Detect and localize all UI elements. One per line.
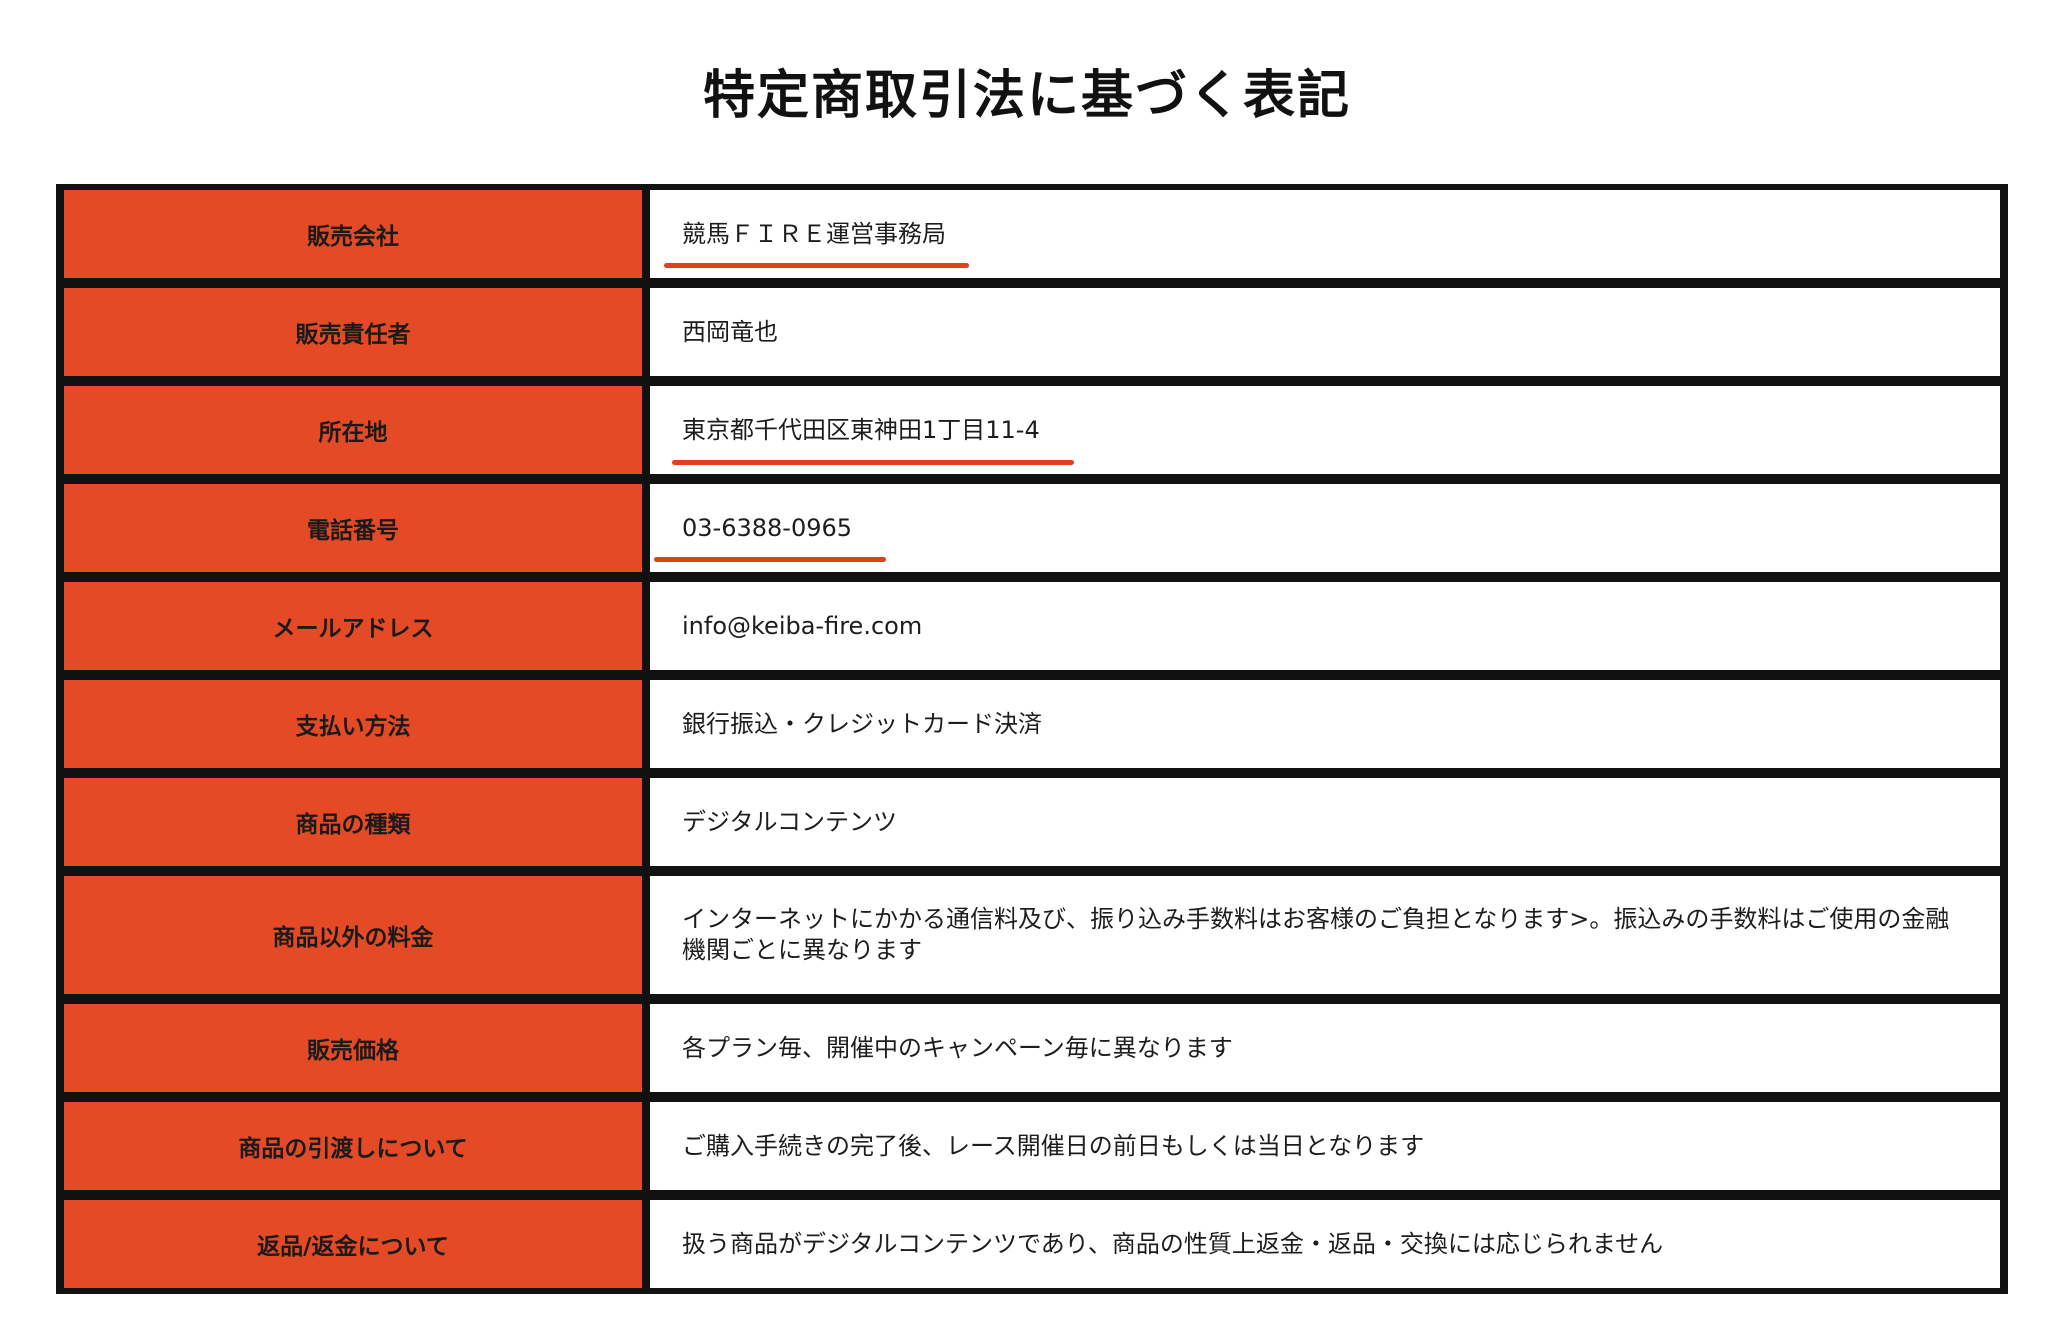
row-value-phone: 03-6388-0965 [650,484,2008,572]
row-value-extra-fees: インターネットにかかる通信料及び、振り込み手数料はお客様のご負担となります>。振… [650,876,2008,994]
row-label-price: 販売価格 [56,1004,650,1092]
table-row: 商品の引渡しについて ご購入手続きの完了後、レース開催日の前日もしくは当日となり… [56,1102,2008,1190]
handdrawn-underline [672,459,1074,465]
row-value-manager: 西岡竜也 [650,288,2008,376]
row-label-address: 所在地 [56,386,650,474]
row-label-extra-fees: 商品以外の料金 [56,876,650,994]
phone-value-text: 03-6388-0965 [654,513,886,562]
row-value-delivery: ご購入手続きの完了後、レース開催日の前日もしくは当日となります [650,1102,2008,1190]
page-title: 特定商取引法に基づく表記 [702,66,1351,126]
commerce-disclosure-table: 販売会社 競馬ＦＩＲＥ運営事務局 販売責任者 西岡竜也 所在地 東京都千代田区東… [56,184,2008,1294]
table-row: 商品の種類 デジタルコンテンツ [56,778,2008,866]
row-value-returns: 扱う商品がデジタルコンテンツであり、商品の性質上返金・返品・交換には応じられませ… [650,1200,2008,1288]
row-value-email: info@keiba-fire.com [650,582,2008,670]
table-row: 電話番号 03-6388-0965 [56,484,2008,572]
address-value: 東京都千代田区東神田1丁目11-4 [682,415,1040,444]
table-row: 所在地 東京都千代田区東神田1丁目11-4 [56,386,2008,474]
info-table: 販売会社 競馬ＦＩＲＥ運営事務局 販売責任者 西岡竜也 所在地 東京都千代田区東… [56,180,2008,1298]
row-value-product-type: デジタルコンテンツ [650,778,2008,866]
phone-value: 03-6388-0965 [682,513,853,542]
row-label-product-type: 商品の種類 [56,778,650,866]
row-label-payment: 支払い方法 [56,680,650,768]
row-label-returns: 返品/返金について [56,1200,650,1288]
table-row: 商品以外の料金 インターネットにかかる通信料及び、振り込み手数料はお客様のご負担… [56,876,2008,994]
table-row: 販売会社 競馬ＦＩＲＥ運営事務局 [56,190,2008,278]
row-value-payment: 銀行振込・クレジットカード決済 [650,680,2008,768]
table-row: メールアドレス info@keiba-fire.com [56,582,2008,670]
row-label-email: メールアドレス [56,582,650,670]
address-value-text: 東京都千代田区東神田1丁目11-4 [672,415,1074,465]
table-row: 販売価格 各プラン毎、開催中のキャンペーン毎に異なります [56,1004,2008,1092]
row-label-seller: 販売会社 [56,190,650,278]
seller-value-text: 競馬ＦＩＲＥ運営事務局 [664,219,969,268]
row-label-phone: 電話番号 [56,484,650,572]
table-row: 販売責任者 西岡竜也 [56,288,2008,376]
table-row: 返品/返金について 扱う商品がデジタルコンテンツであり、商品の性質上返金・返品・… [56,1200,2008,1288]
row-value-address: 東京都千代田区東神田1丁目11-4 [650,386,2008,474]
seller-value: 競馬ＦＩＲＥ運営事務局 [682,219,946,248]
handdrawn-underline [654,556,886,562]
handdrawn-underline [664,262,969,268]
row-value-seller: 競馬ＦＩＲＥ運営事務局 [650,190,2008,278]
row-label-delivery: 商品の引渡しについて [56,1102,650,1190]
row-label-manager: 販売責任者 [56,288,650,376]
row-value-price: 各プラン毎、開催中のキャンペーン毎に異なります [650,1004,2008,1092]
table-row: 支払い方法 銀行振込・クレジットカード決済 [56,680,2008,768]
